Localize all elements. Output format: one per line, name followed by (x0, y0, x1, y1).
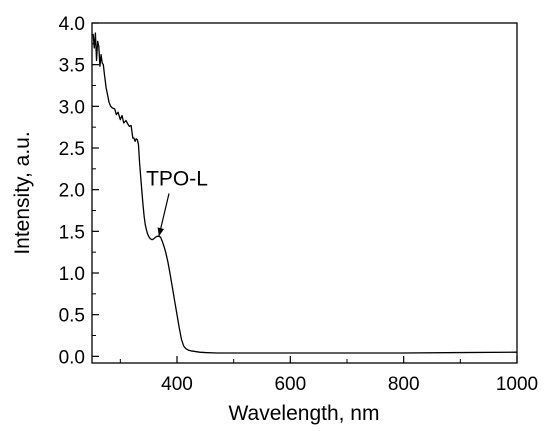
y-tick-label: 2.5 (59, 139, 85, 160)
x-tick-label: 400 (161, 374, 193, 395)
y-tick-label: 2.0 (59, 181, 85, 202)
annotation-layer: TPO-L (146, 168, 208, 237)
y-axis: 0.0 0.5 1.0 1.5 2.0 2.5 3.0 3.5 4.0 (59, 14, 99, 368)
y-tick-label: 1.0 (59, 264, 85, 285)
x-tick-label: 1000 (496, 374, 538, 395)
series-layer (92, 32, 518, 354)
annotation-arrowhead (157, 227, 165, 237)
annotation-label: TPO-L (146, 168, 208, 191)
x-tick-label: 600 (274, 374, 306, 395)
y-tick-label: 0.5 (59, 306, 85, 327)
x-axis: 400 600 800 1000 (119, 356, 538, 395)
y-tick-label: 3.0 (59, 97, 85, 118)
y-axis-label: Intensity, a.u. (11, 131, 34, 254)
series-line (92, 32, 518, 354)
y-tick-label: 4.0 (59, 14, 85, 35)
x-tick-label: 800 (388, 374, 420, 395)
x-axis-label: Wavelength, nm (229, 402, 380, 425)
y-tick-label: 3.5 (59, 56, 85, 77)
plot-area (91, 22, 518, 364)
y-tick-label: 1.5 (59, 222, 85, 243)
y-tick-label: 0.0 (59, 347, 85, 368)
plot-border (91, 22, 518, 364)
